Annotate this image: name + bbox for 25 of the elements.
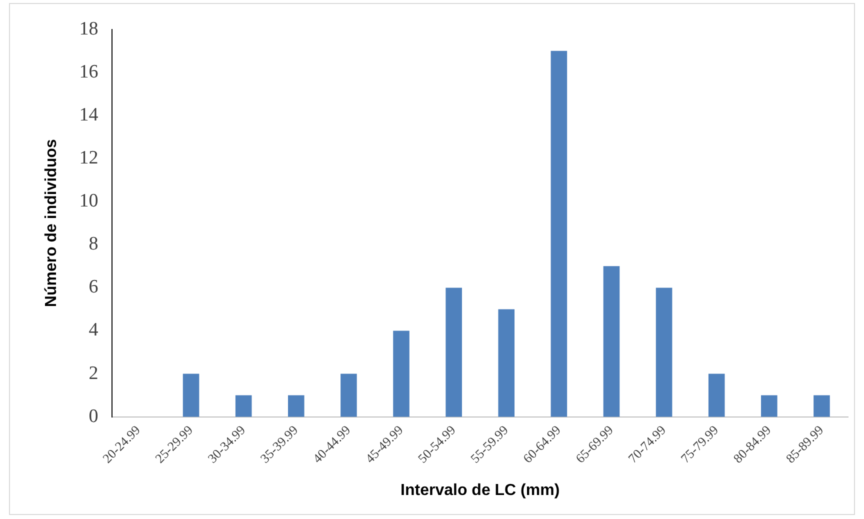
y-tick-label: 6 (88, 276, 98, 298)
bar (814, 395, 830, 417)
bar (656, 288, 672, 417)
bar (708, 374, 725, 417)
bar (761, 395, 778, 417)
y-tick-label: 12 (79, 148, 98, 169)
y-axis-title: Número de individuos (43, 139, 60, 308)
y-tick-label: 10 (79, 190, 98, 212)
y-tick-label: 0 (88, 406, 98, 427)
bar (235, 395, 252, 417)
y-tick-label: 14 (79, 104, 99, 126)
bar (393, 330, 410, 417)
y-tick-label: 18 (79, 18, 98, 40)
bar (182, 374, 200, 417)
bar (498, 309, 515, 417)
y-tick-label: 16 (79, 61, 98, 82)
bar (288, 395, 304, 417)
bar (340, 374, 357, 417)
bar (603, 266, 620, 417)
x-axis-title: Intervalo de LC (mm) (400, 482, 560, 499)
bar (550, 50, 568, 417)
y-tick-label: 8 (88, 234, 98, 255)
y-tick-label: 2 (88, 362, 98, 384)
bar (446, 288, 462, 417)
y-tick-label: 4 (88, 320, 99, 341)
